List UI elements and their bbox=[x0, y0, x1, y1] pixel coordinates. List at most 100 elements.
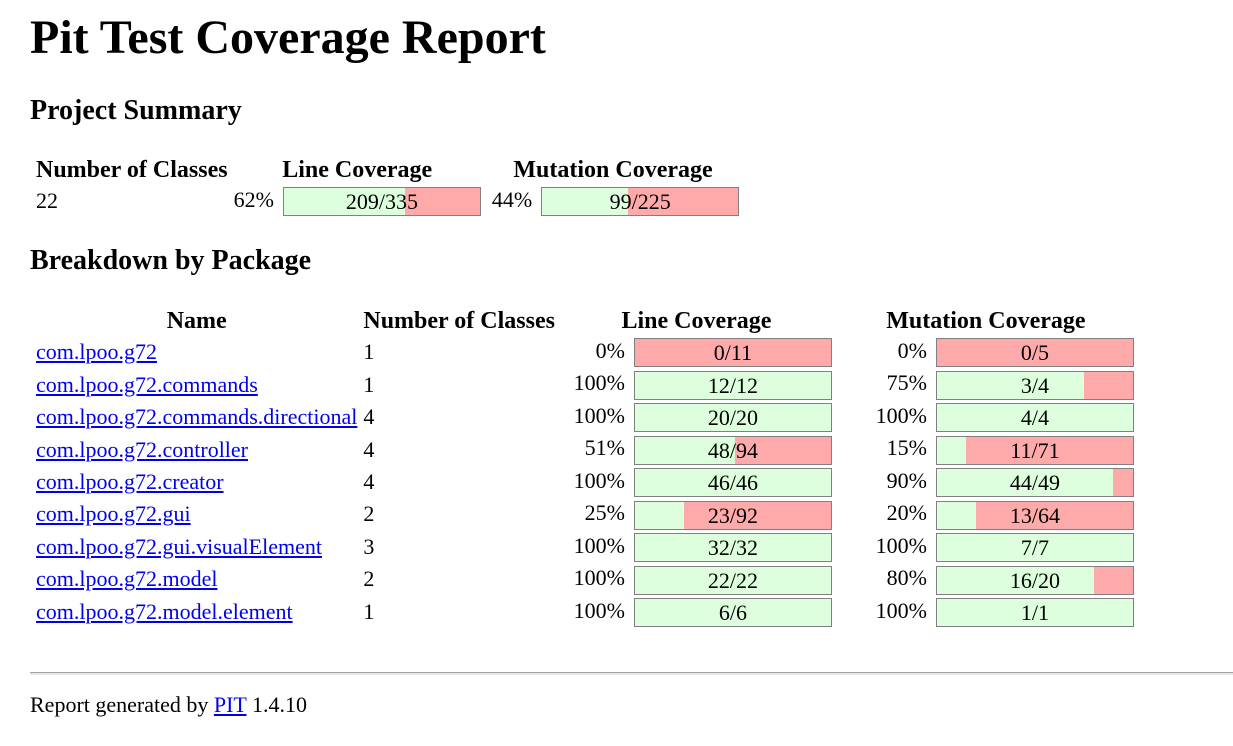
breakdown-header-name: Name bbox=[166, 308, 227, 334]
package-name-cell: com.lpoo.g72.model bbox=[35, 564, 358, 594]
package-link[interactable]: com.lpoo.g72.gui bbox=[36, 501, 191, 527]
line-coverage-cell: 48/94 bbox=[630, 434, 833, 465]
pit-link[interactable]: PIT bbox=[213, 692, 247, 717]
mutation-coverage-pct: 75% bbox=[886, 370, 927, 396]
line-coverage-pct: 100% bbox=[573, 565, 625, 591]
footer-version: 1.4.10 bbox=[251, 692, 307, 717]
mutation-coverage-legend: 1/1 bbox=[1020, 600, 1049, 626]
mutation-coverage-bar: 7/7 bbox=[935, 533, 1134, 563]
summary-mutation-legend: 99/225 bbox=[609, 189, 671, 215]
mutation-coverage-bar-fill bbox=[936, 436, 967, 464]
summary-mutation-pct: 44% bbox=[491, 187, 533, 212]
package-link[interactable]: com.lpoo.g72.creator bbox=[36, 469, 224, 495]
mutation-coverage-bar: 1/1 bbox=[935, 598, 1134, 628]
summary-line-legend: 209/335 bbox=[345, 189, 418, 215]
table-row: com.lpoo.g72 1 0% 0/11 0% 0/5 bbox=[35, 337, 1135, 368]
line-coverage-bar: 12/12 bbox=[633, 370, 832, 400]
line-coverage-cell: 23/92 bbox=[630, 499, 833, 530]
mutation-coverage-pct: 80% bbox=[886, 565, 927, 591]
mutation-coverage-legend: 0/5 bbox=[1020, 340, 1049, 366]
line-coverage-cell: 6/6 bbox=[630, 597, 833, 628]
mutation-coverage-bar-fill bbox=[936, 599, 1133, 627]
mutation-coverage-cell: 1/1 bbox=[932, 597, 1135, 628]
line-coverage-pct: 100% bbox=[573, 467, 625, 493]
line-coverage-pct: 100% bbox=[573, 597, 625, 623]
mutation-coverage-pct: 100% bbox=[875, 597, 927, 623]
summary-header-line: Line Coverage bbox=[282, 157, 433, 183]
package-classes: 3 bbox=[363, 533, 375, 559]
line-coverage-cell: 12/12 bbox=[630, 369, 833, 400]
mutation-coverage-bar: 4/4 bbox=[935, 403, 1134, 433]
package-classes: 4 bbox=[363, 404, 375, 430]
mutation-coverage-legend: 16/20 bbox=[1009, 567, 1060, 593]
mutation-coverage-bar: 11/71 bbox=[935, 435, 1134, 465]
breakdown-header-mutation: Mutation Coverage bbox=[886, 308, 1086, 334]
package-link[interactable]: com.lpoo.g72.commands bbox=[36, 371, 258, 397]
line-coverage-pct: 100% bbox=[573, 370, 625, 396]
line-coverage-bar-fill bbox=[634, 566, 831, 594]
mutation-coverage-bar-fill bbox=[936, 501, 977, 529]
summary-mutation-cell: 99/225 bbox=[537, 186, 740, 217]
package-link[interactable]: com.lpoo.g72.controller bbox=[36, 436, 249, 462]
mutation-coverage-legend: 4/4 bbox=[1020, 405, 1049, 431]
summary-line-cell: 209/335 bbox=[279, 186, 482, 217]
summary-header-mutation: Mutation Coverage bbox=[513, 157, 713, 183]
mutation-coverage-pct: 0% bbox=[897, 338, 927, 363]
breakdown-header-classes: Number of Classes bbox=[363, 308, 555, 334]
package-link[interactable]: com.lpoo.g72.model bbox=[36, 566, 218, 592]
line-coverage-cell: 22/22 bbox=[630, 564, 833, 595]
summary-header-classes: Number of Classes bbox=[36, 157, 228, 183]
line-coverage-bar-fill bbox=[634, 501, 684, 529]
mutation-coverage-cell: 11/71 bbox=[932, 434, 1135, 465]
mutation-coverage-cell: 7/7 bbox=[932, 532, 1135, 563]
mutation-coverage-pct: 100% bbox=[875, 532, 927, 558]
mutation-coverage-legend: 13/64 bbox=[1009, 502, 1060, 528]
package-link[interactable]: com.lpoo.g72 bbox=[36, 339, 157, 365]
summary-mutation-bar-fill bbox=[542, 188, 629, 216]
line-coverage-bar: 32/32 bbox=[633, 533, 832, 563]
package-classes: 2 bbox=[363, 566, 375, 592]
line-coverage-legend: 32/32 bbox=[707, 535, 758, 561]
mutation-coverage-cell: 13/64 bbox=[932, 499, 1135, 530]
mutation-coverage-pct: 20% bbox=[886, 500, 927, 526]
page-title: Pit Test Coverage Report bbox=[30, 11, 546, 64]
breakdown-table: Name Number of Classes Line Coverage Mut… bbox=[31, 305, 1139, 629]
mutation-coverage-legend: 7/7 bbox=[1020, 535, 1049, 561]
summary-classes-value: 22 bbox=[36, 188, 58, 214]
package-name-cell: com.lpoo.g72.gui bbox=[35, 499, 358, 529]
package-classes: 4 bbox=[363, 436, 375, 462]
mutation-coverage-bar-fill bbox=[936, 404, 1133, 432]
table-row: com.lpoo.g72.commands.directional 4 100% 20… bbox=[35, 402, 1135, 433]
table-row: com.lpoo.g72.gui 2 25% 23/92 20% 13/64 bbox=[35, 499, 1135, 530]
project-summary-table: Number of Classes Line Coverage Mutation… bbox=[31, 154, 744, 218]
package-link[interactable]: com.lpoo.g72.model.element bbox=[36, 598, 293, 624]
mutation-coverage-bar: 16/20 bbox=[935, 565, 1134, 595]
line-coverage-bar-fill bbox=[634, 436, 735, 464]
line-coverage-pct: 0% bbox=[595, 338, 625, 363]
line-coverage-legend: 6/6 bbox=[718, 600, 747, 626]
package-link[interactable]: com.lpoo.g72.gui.visualElement bbox=[36, 533, 322, 559]
package-name-cell: com.lpoo.g72.commands bbox=[35, 369, 358, 399]
mutation-coverage-pct: 15% bbox=[886, 435, 927, 461]
line-coverage-pct: 51% bbox=[584, 435, 625, 461]
line-coverage-bar-fill bbox=[634, 534, 831, 562]
package-classes: 1 bbox=[363, 339, 375, 365]
line-coverage-bar: 23/92 bbox=[633, 500, 832, 530]
line-coverage-legend: 0/11 bbox=[713, 340, 753, 366]
package-name-cell: com.lpoo.g72.controller bbox=[35, 434, 358, 464]
table-row: com.lpoo.g72.model.element 1 100% 6/6 100% 1/… bbox=[35, 597, 1135, 628]
package-name-cell: com.lpoo.g72.commands.directional bbox=[35, 402, 358, 432]
summary-line-bar-fill bbox=[283, 188, 406, 216]
package-name-cell: com.lpoo.g72.creator bbox=[35, 467, 358, 497]
mutation-coverage-legend: 44/49 bbox=[1009, 470, 1060, 496]
line-coverage-bar-fill bbox=[634, 469, 831, 497]
table-row: com.lpoo.g72.creator 4 100% 46/46 90% 44/49 bbox=[35, 467, 1135, 498]
table-row: com.lpoo.g72.controller 4 51% 48/94 15% 11/71 bbox=[35, 434, 1135, 465]
mutation-coverage-bar-fill bbox=[936, 566, 1094, 594]
mutation-coverage-bar: 3/4 bbox=[935, 370, 1134, 400]
line-coverage-legend: 23/92 bbox=[707, 502, 758, 528]
mutation-coverage-pct: 100% bbox=[875, 402, 927, 428]
package-link[interactable]: com.lpoo.g72.commands.directional bbox=[36, 404, 358, 430]
line-coverage-legend: 48/94 bbox=[707, 437, 758, 463]
line-coverage-bar: 46/46 bbox=[633, 468, 832, 498]
